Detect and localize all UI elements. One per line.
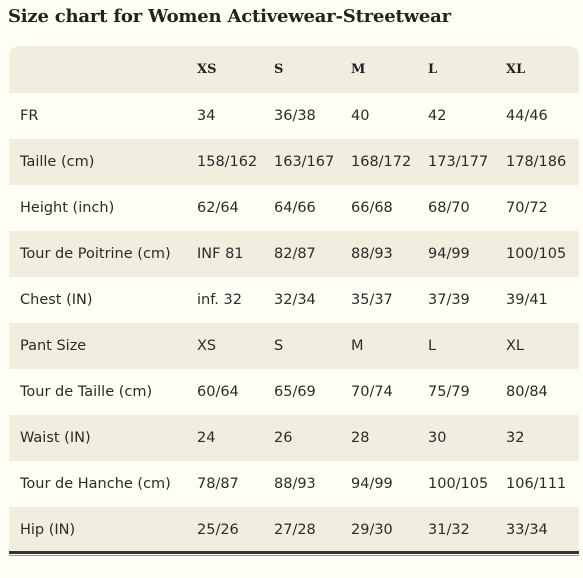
cell-value: 32 <box>506 430 525 446</box>
header-cell-corner <box>9 46 197 93</box>
cell-value: 158/162 <box>197 154 258 170</box>
cell-value: 88/93 <box>274 476 316 492</box>
table-row: Height (inch) 62/64 64/66 66/68 68/70 70… <box>9 185 579 231</box>
row-label: FR <box>20 108 39 124</box>
table-bottom-rule <box>9 551 579 554</box>
cell-value: 42 <box>428 108 447 124</box>
cell-value: 60/64 <box>197 384 239 400</box>
cell-value: 28 <box>351 430 370 446</box>
table-row: Tour de Taille (cm) 60/64 65/69 70/74 75… <box>9 369 579 415</box>
cell-value: 29/30 <box>351 522 393 538</box>
table-row: Taille (cm) 158/162 163/167 168/172 173/… <box>9 139 579 185</box>
cell-value: 94/99 <box>428 246 470 262</box>
cell-value: 34 <box>197 108 216 124</box>
table-row: Chest (IN) inf. 32 32/34 35/37 37/39 39/… <box>9 277 579 323</box>
cell-value: 173/177 <box>428 154 489 170</box>
cell-value: 106/111 <box>506 476 567 492</box>
cell-value: 70/74 <box>351 384 393 400</box>
cell-value: 62/64 <box>197 200 239 216</box>
cell-value: 94/99 <box>351 476 393 492</box>
table-header-row: XS S M L XL <box>9 46 579 93</box>
cell-value: 78/87 <box>197 476 239 492</box>
cell-value: S <box>274 338 284 354</box>
row-label: Height (inch) <box>20 200 115 216</box>
cell-value: 88/93 <box>351 246 393 262</box>
table-bottom-rule-thin <box>9 555 579 556</box>
cell-value: INF 81 <box>197 246 244 262</box>
table-row: FR 34 36/38 40 42 44/46 <box>9 93 579 139</box>
cell-value: 25/26 <box>197 522 239 538</box>
cell-value: 39/41 <box>506 292 548 308</box>
cell-value: XS <box>197 338 217 354</box>
row-label: Hip (IN) <box>20 522 76 538</box>
cell-value: L <box>428 338 437 354</box>
header-cell-m: M <box>351 62 366 77</box>
cell-value: 36/38 <box>274 108 316 124</box>
table-row: Tour de Poitrine (cm) INF 81 82/87 88/93… <box>9 231 579 277</box>
cell-value: 163/167 <box>274 154 335 170</box>
cell-value: 100/105 <box>428 476 489 492</box>
table-row: Tour de Hanche (cm) 78/87 88/93 94/99 10… <box>9 461 579 507</box>
cell-value: 44/46 <box>506 108 548 124</box>
cell-value: inf. 32 <box>197 292 242 308</box>
row-label: Waist (IN) <box>20 430 91 446</box>
cell-value: M <box>351 338 364 354</box>
cell-value: 30 <box>428 430 447 446</box>
cell-value: 33/34 <box>506 522 548 538</box>
cell-value: 64/66 <box>274 200 316 216</box>
table-row: Hip (IN) 25/26 27/28 29/30 31/32 33/34 <box>9 507 579 552</box>
row-label: Tour de Poitrine (cm) <box>20 246 171 262</box>
header-cell-l: L <box>428 62 438 77</box>
row-label: Chest (IN) <box>20 292 93 308</box>
cell-value: 178/186 <box>506 154 567 170</box>
cell-value: 31/32 <box>428 522 470 538</box>
cell-value: 75/79 <box>428 384 470 400</box>
row-label: Tour de Taille (cm) <box>20 384 153 400</box>
cell-value: 70/72 <box>506 200 548 216</box>
cell-value: 24 <box>197 430 216 446</box>
cell-value: 80/84 <box>506 384 548 400</box>
row-label: Taille (cm) <box>20 154 95 170</box>
cell-value: 27/28 <box>274 522 316 538</box>
cell-value: 82/87 <box>274 246 316 262</box>
cell-value: 37/39 <box>428 292 470 308</box>
cell-value: XL <box>506 338 525 354</box>
header-cell-xl: XL <box>506 62 526 77</box>
cell-value: 66/68 <box>351 200 393 216</box>
cell-value: 65/69 <box>274 384 316 400</box>
size-chart-table-container: XS S M L XL FR 34 36/38 40 42 44/46 Tail… <box>9 46 579 552</box>
size-chart-table: XS S M L XL FR 34 36/38 40 42 44/46 Tail… <box>9 46 579 552</box>
header-cell-xs: XS <box>197 62 217 77</box>
cell-value: 168/172 <box>351 154 412 170</box>
page-title: Size chart for Women Activewear-Streetwe… <box>8 6 451 27</box>
cell-value: 40 <box>351 108 370 124</box>
table-row: Waist (IN) 24 26 28 30 32 <box>9 415 579 461</box>
cell-value: 26 <box>274 430 293 446</box>
cell-value: 68/70 <box>428 200 470 216</box>
cell-value: 100/105 <box>506 246 567 262</box>
cell-value: 35/37 <box>351 292 393 308</box>
row-label: Pant Size <box>20 338 87 354</box>
table-row: Pant Size XS S M L XL <box>9 323 579 369</box>
cell-value: 32/34 <box>274 292 316 308</box>
row-label: Tour de Hanche (cm) <box>20 476 171 492</box>
header-cell-s: S <box>274 62 284 77</box>
